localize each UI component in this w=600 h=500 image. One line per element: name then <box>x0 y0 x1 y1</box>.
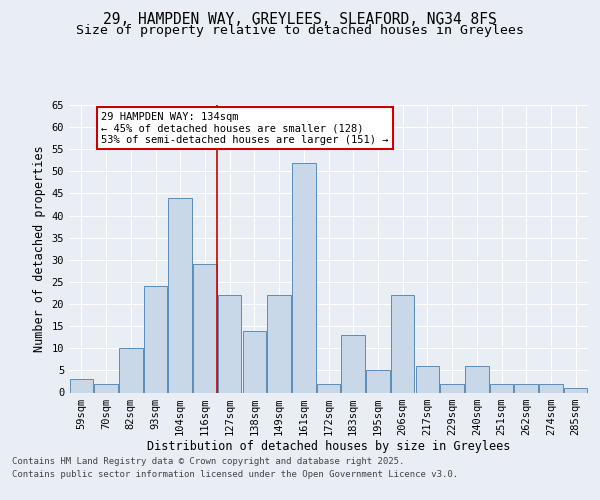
Bar <box>242 330 266 392</box>
Text: 29, HAMPDEN WAY, GREYLEES, SLEAFORD, NG34 8FS: 29, HAMPDEN WAY, GREYLEES, SLEAFORD, NG3… <box>103 12 497 28</box>
Bar <box>70 379 93 392</box>
Bar <box>292 162 316 392</box>
Bar <box>514 384 538 392</box>
Bar <box>391 295 415 392</box>
Bar <box>366 370 389 392</box>
Text: Size of property relative to detached houses in Greylees: Size of property relative to detached ho… <box>76 24 524 37</box>
Text: 29 HAMPDEN WAY: 134sqm
← 45% of detached houses are smaller (128)
53% of semi-de: 29 HAMPDEN WAY: 134sqm ← 45% of detached… <box>101 112 389 145</box>
Bar <box>440 384 464 392</box>
Bar <box>94 384 118 392</box>
Bar <box>268 295 291 392</box>
Bar <box>317 384 340 392</box>
X-axis label: Distribution of detached houses by size in Greylees: Distribution of detached houses by size … <box>147 440 510 454</box>
Bar <box>169 198 192 392</box>
Bar <box>119 348 143 393</box>
Text: Contains HM Land Registry data © Crown copyright and database right 2025.: Contains HM Land Registry data © Crown c… <box>12 458 404 466</box>
Y-axis label: Number of detached properties: Number of detached properties <box>33 146 46 352</box>
Bar <box>193 264 217 392</box>
Bar <box>218 295 241 392</box>
Bar <box>144 286 167 393</box>
Bar <box>490 384 513 392</box>
Text: Contains public sector information licensed under the Open Government Licence v3: Contains public sector information licen… <box>12 470 458 479</box>
Bar <box>416 366 439 392</box>
Bar <box>341 335 365 392</box>
Bar <box>539 384 563 392</box>
Bar <box>465 366 488 392</box>
Bar <box>564 388 587 392</box>
